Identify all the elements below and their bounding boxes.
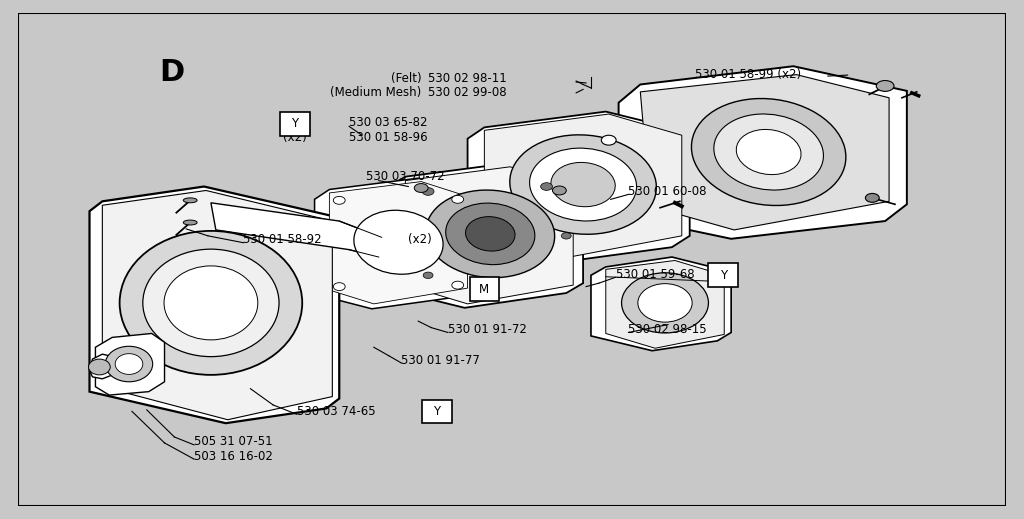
Text: 530 02 98-15: 530 02 98-15 — [629, 323, 708, 336]
Text: 530 03 70-72: 530 03 70-72 — [366, 170, 444, 183]
Text: 530 01 91-72: 530 01 91-72 — [447, 323, 526, 336]
Text: 530 01 91-77: 530 01 91-77 — [401, 354, 480, 367]
Text: D: D — [159, 58, 184, 87]
Ellipse shape — [553, 186, 566, 195]
Polygon shape — [640, 75, 889, 230]
Text: 530 03 74-65: 530 03 74-65 — [297, 405, 376, 418]
Polygon shape — [95, 334, 165, 395]
FancyBboxPatch shape — [280, 112, 309, 136]
FancyBboxPatch shape — [422, 400, 452, 423]
Ellipse shape — [865, 194, 880, 202]
Ellipse shape — [115, 353, 142, 374]
Ellipse shape — [452, 281, 464, 289]
Ellipse shape — [561, 233, 571, 239]
Ellipse shape — [415, 184, 428, 193]
Text: 530 01 59-68: 530 01 59-68 — [615, 268, 694, 281]
Ellipse shape — [422, 187, 434, 195]
Text: Y: Y — [433, 405, 440, 418]
FancyBboxPatch shape — [470, 277, 499, 301]
Polygon shape — [484, 114, 682, 260]
Text: (x2): (x2) — [283, 131, 307, 144]
Text: (Medium Mesh): (Medium Mesh) — [330, 86, 421, 99]
Text: 530 02 98-11: 530 02 98-11 — [428, 72, 507, 85]
Polygon shape — [468, 112, 690, 264]
Polygon shape — [618, 66, 907, 239]
Ellipse shape — [105, 346, 153, 382]
FancyBboxPatch shape — [709, 264, 738, 287]
Ellipse shape — [88, 359, 111, 375]
Polygon shape — [406, 167, 573, 304]
Text: M: M — [479, 282, 489, 296]
Ellipse shape — [529, 148, 637, 221]
Ellipse shape — [622, 273, 709, 333]
Polygon shape — [330, 182, 468, 304]
Text: 503 16 16-02: 503 16 16-02 — [195, 450, 273, 463]
Ellipse shape — [638, 284, 692, 322]
Polygon shape — [591, 257, 731, 351]
Ellipse shape — [551, 162, 615, 207]
Ellipse shape — [510, 135, 656, 234]
Ellipse shape — [691, 99, 846, 206]
Ellipse shape — [877, 80, 894, 91]
Ellipse shape — [183, 198, 197, 203]
Ellipse shape — [334, 283, 345, 291]
Ellipse shape — [426, 190, 555, 278]
Polygon shape — [211, 203, 382, 257]
Polygon shape — [606, 261, 724, 348]
Ellipse shape — [423, 272, 433, 279]
Text: 530 03 65-82: 530 03 65-82 — [349, 116, 428, 129]
Ellipse shape — [334, 196, 345, 204]
Ellipse shape — [541, 183, 553, 190]
Ellipse shape — [164, 266, 258, 340]
Text: 505 31 07-51: 505 31 07-51 — [195, 435, 272, 448]
Text: 530 01 58-96: 530 01 58-96 — [349, 131, 428, 144]
Polygon shape — [102, 190, 333, 420]
Ellipse shape — [142, 249, 279, 357]
Ellipse shape — [183, 220, 197, 225]
Text: 530 01 60-08: 530 01 60-08 — [629, 185, 707, 198]
Text: 530 01 58-99 (x2): 530 01 58-99 (x2) — [694, 68, 801, 81]
Ellipse shape — [120, 231, 302, 375]
Polygon shape — [389, 163, 583, 308]
Ellipse shape — [466, 216, 515, 251]
Ellipse shape — [452, 196, 464, 203]
Polygon shape — [89, 354, 115, 379]
Ellipse shape — [445, 203, 535, 265]
Ellipse shape — [736, 129, 801, 174]
Polygon shape — [89, 186, 339, 423]
Text: Y: Y — [720, 269, 727, 282]
Text: (x2): (x2) — [409, 233, 432, 247]
Text: 530 02 99-08: 530 02 99-08 — [428, 86, 507, 99]
Ellipse shape — [714, 114, 823, 190]
Text: Y: Y — [291, 117, 298, 130]
Polygon shape — [314, 178, 477, 309]
Text: 530 01 58-92: 530 01 58-92 — [244, 233, 323, 247]
Text: (Felt): (Felt) — [390, 72, 421, 85]
Ellipse shape — [601, 135, 616, 145]
Ellipse shape — [354, 210, 443, 274]
